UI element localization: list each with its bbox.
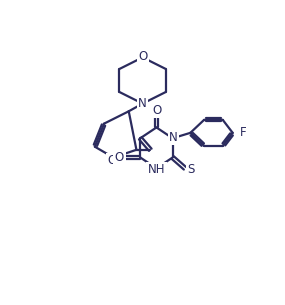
Text: O: O — [138, 50, 147, 63]
Text: N: N — [138, 97, 147, 110]
Text: N: N — [169, 131, 178, 144]
Text: O: O — [115, 151, 124, 164]
Text: NH: NH — [148, 163, 165, 176]
Text: F: F — [239, 126, 246, 139]
Text: O: O — [107, 154, 117, 167]
Text: S: S — [188, 163, 195, 176]
Text: O: O — [152, 104, 162, 117]
